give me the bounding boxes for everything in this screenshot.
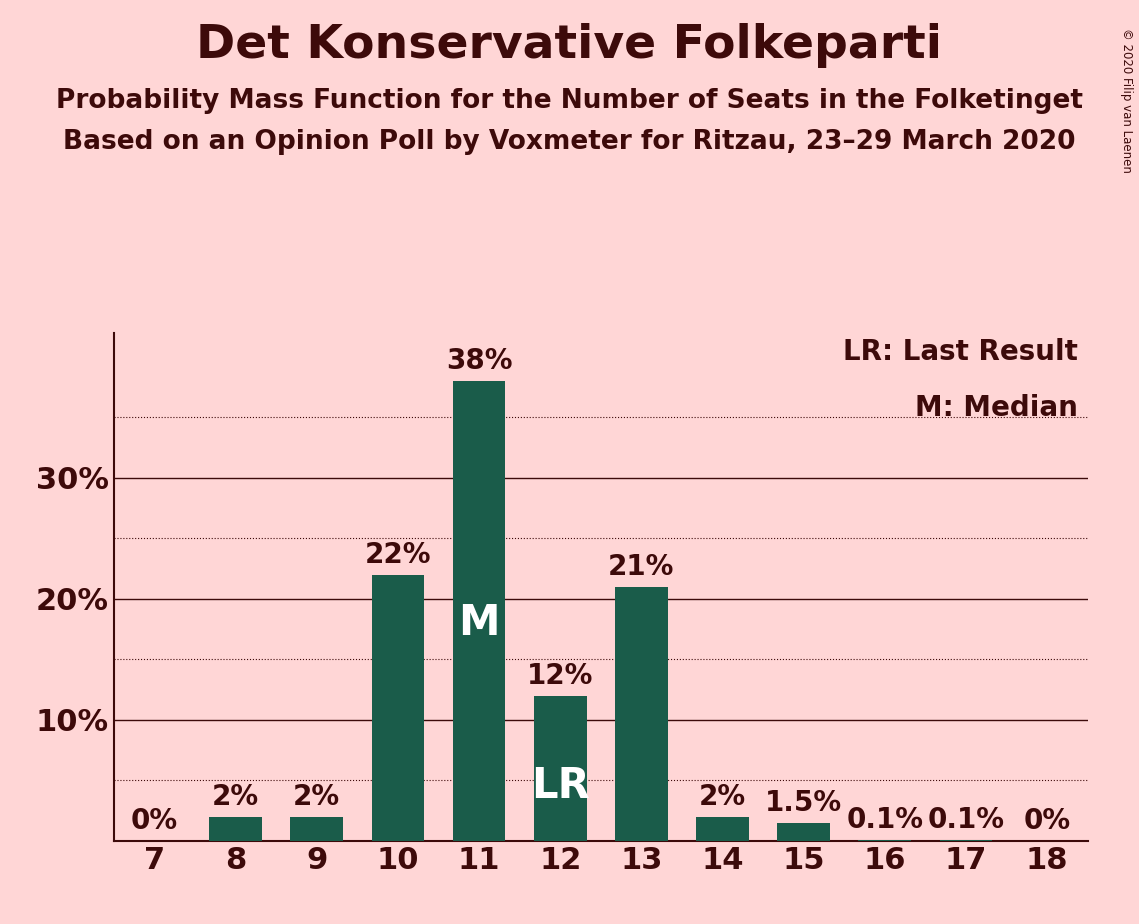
Text: M: M xyxy=(458,602,500,644)
Bar xyxy=(452,381,506,841)
Text: 12%: 12% xyxy=(527,662,593,689)
Text: Based on an Opinion Poll by Voxmeter for Ritzau, 23–29 March 2020: Based on an Opinion Poll by Voxmeter for… xyxy=(64,129,1075,155)
Text: 22%: 22% xyxy=(364,541,432,568)
Text: 2%: 2% xyxy=(293,783,341,810)
Text: 0.1%: 0.1% xyxy=(927,806,1005,833)
Bar xyxy=(290,817,343,841)
Bar xyxy=(940,840,992,841)
Text: 2%: 2% xyxy=(212,783,260,810)
Text: 0%: 0% xyxy=(1024,807,1071,834)
Text: 1.5%: 1.5% xyxy=(765,789,842,817)
Text: 21%: 21% xyxy=(608,553,674,580)
Text: 38%: 38% xyxy=(445,347,513,375)
Text: 2%: 2% xyxy=(699,783,746,810)
Bar xyxy=(696,817,749,841)
Text: 0%: 0% xyxy=(131,807,178,834)
Bar xyxy=(210,817,262,841)
Text: © 2020 Filip van Laenen: © 2020 Filip van Laenen xyxy=(1121,28,1133,173)
Bar xyxy=(859,840,911,841)
Bar xyxy=(777,822,830,841)
Text: 0.1%: 0.1% xyxy=(846,806,924,833)
Text: Det Konservative Folkeparti: Det Konservative Folkeparti xyxy=(197,23,942,68)
Text: LR: LR xyxy=(531,765,590,808)
Text: Probability Mass Function for the Number of Seats in the Folketinget: Probability Mass Function for the Number… xyxy=(56,88,1083,114)
Text: LR: Last Result: LR: Last Result xyxy=(843,337,1077,366)
Bar xyxy=(534,696,587,841)
Bar xyxy=(371,575,425,841)
Bar xyxy=(615,587,667,841)
Text: M: Median: M: Median xyxy=(915,394,1077,421)
